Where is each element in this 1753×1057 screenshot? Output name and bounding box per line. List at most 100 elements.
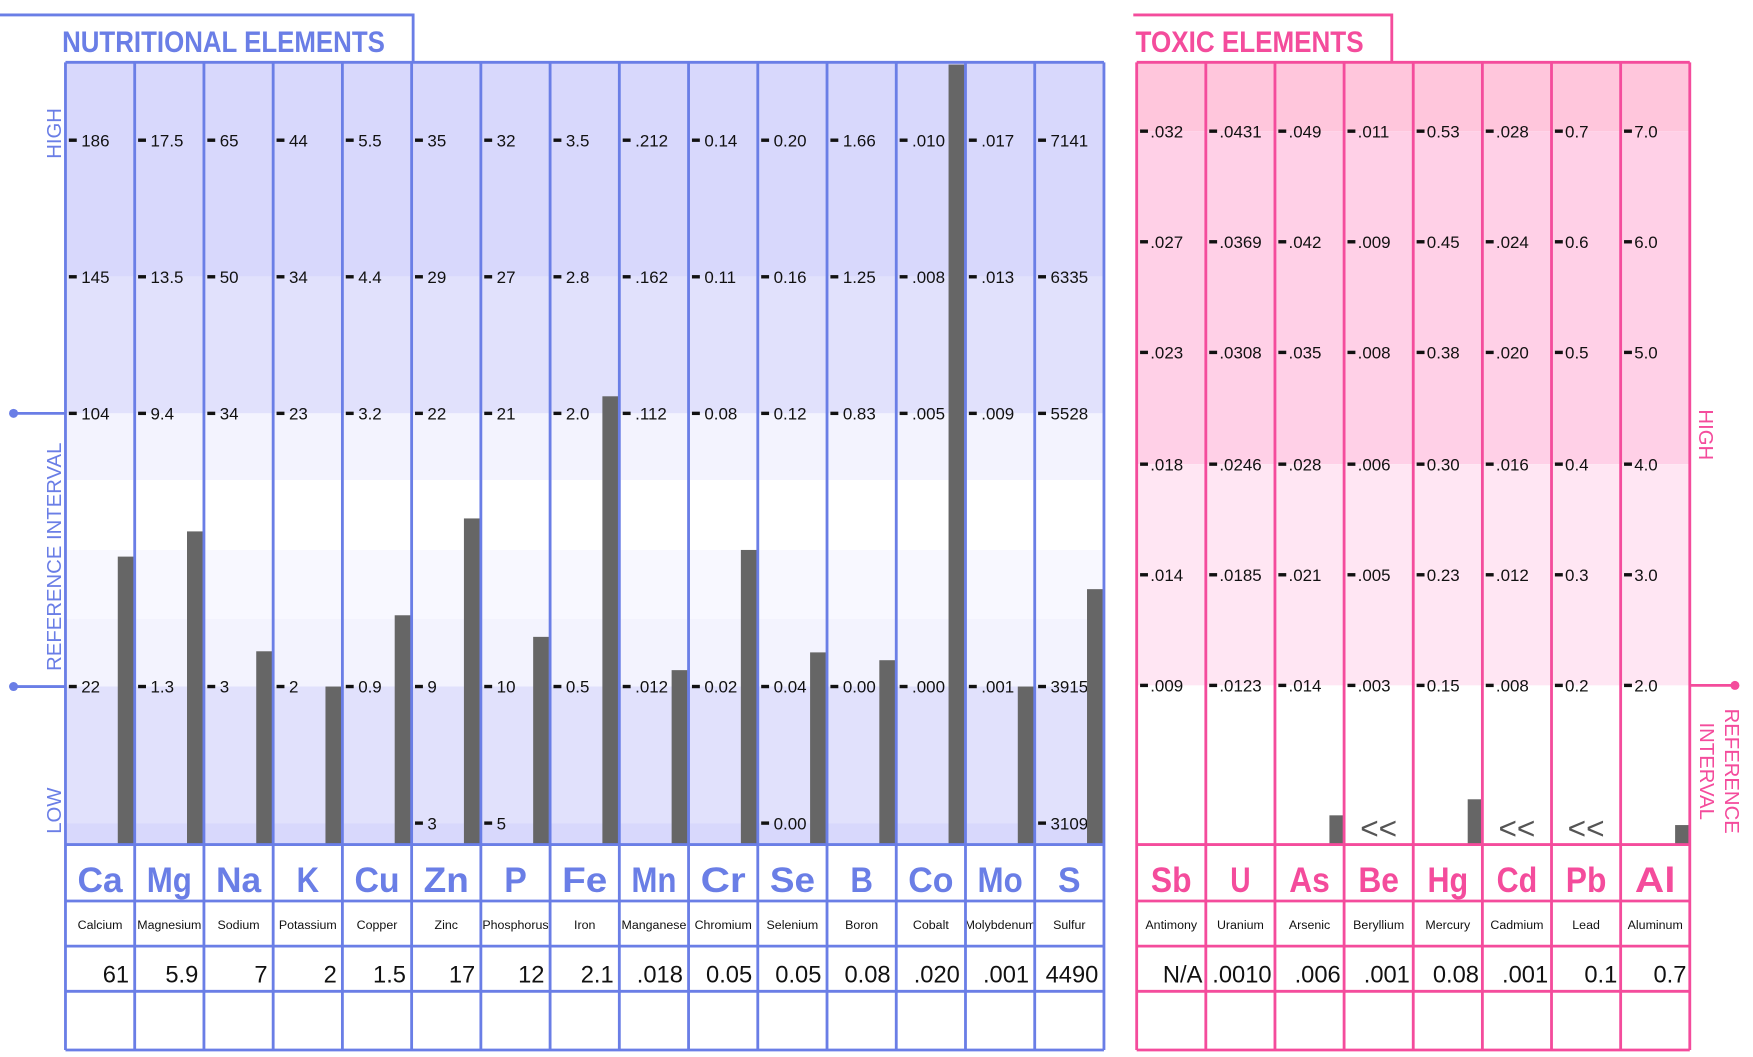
tick-mark (622, 138, 631, 142)
tick-mark (1416, 573, 1425, 577)
element-column-pb: 0.7 0.6 0.5 0.4 0.3 0.2 << Pb Lead 0.1 (1554, 122, 1617, 988)
tick-label: 3.5 (566, 131, 590, 150)
tick-label: 22 (427, 405, 446, 424)
tick-mark (1278, 683, 1287, 688)
tick-label: 2 (289, 678, 298, 697)
tick-mark (830, 411, 839, 416)
element-symbol: U (1230, 861, 1250, 900)
tick-label: .010 (912, 131, 945, 150)
element-column-s: 7141 6335 5528 3915 3109 S Sulfur 4490 (1038, 131, 1103, 988)
tick-mark (1140, 129, 1148, 133)
side-label-reference: REFERENCE INTERVAL (44, 443, 66, 671)
tick-label: 10 (497, 678, 516, 697)
element-result: 2 (324, 962, 337, 988)
element-symbol: S (1058, 861, 1081, 900)
tick-label: .014 (1150, 566, 1183, 585)
tick-mark (553, 138, 562, 142)
reference-dot (1730, 680, 1740, 690)
tick-mark (345, 684, 354, 689)
tick-mark (1485, 240, 1494, 244)
tick-mark (345, 275, 354, 279)
element-symbol: Cd (1497, 861, 1538, 900)
tick-mark (276, 411, 285, 416)
tick-label: .027 (1150, 233, 1183, 252)
element-name: Lead (1572, 918, 1600, 932)
tick-mark (276, 275, 285, 279)
tick-mark (207, 138, 216, 142)
tick-mark (553, 275, 562, 279)
tick-mark (1554, 462, 1563, 466)
tick-mark (484, 684, 493, 689)
band (65, 413, 1104, 480)
element-column-fe: 3.5 2.8 2.0 0.5 Fe Iron 2.1 (553, 131, 619, 988)
tick-mark (761, 138, 770, 142)
tick-mark (68, 411, 77, 416)
tick-mark (1347, 129, 1356, 133)
tick-mark (553, 684, 562, 689)
element-result: .001 (1364, 962, 1410, 988)
tick-mark (1209, 350, 1218, 355)
element-name: Magnesium (137, 918, 201, 932)
element-result: 1.5 (373, 962, 406, 988)
tick-label: 0.5 (566, 678, 590, 697)
tick-label: 13.5 (151, 268, 184, 287)
tick-label: 0.30 (1427, 455, 1460, 474)
below-detection-marker: << (1498, 810, 1535, 846)
tick-label: 0.45 (1427, 233, 1460, 252)
element-symbol: K (296, 861, 319, 900)
element-result: 0.08 (845, 962, 891, 988)
tick-label: .028 (1289, 455, 1322, 474)
tick-mark (1140, 683, 1148, 688)
tick-label: .009 (1150, 677, 1183, 696)
element-column-mo: .017 .013 .009 .001 Mo Molybdenum .001 (965, 131, 1036, 988)
tick-label: 50 (220, 268, 239, 287)
tick-label: .012 (635, 678, 668, 697)
element-symbol: Pb (1566, 861, 1607, 900)
tick-mark (68, 684, 77, 689)
element-symbol: Al (1635, 861, 1676, 900)
element-column-cr: 0.14 0.11 0.08 0.02 Cr Chromium 0.05 (691, 131, 757, 988)
tick-mark (761, 821, 770, 825)
band (65, 62, 1104, 277)
tick-mark (691, 684, 700, 689)
tick-label: 17.5 (151, 131, 184, 150)
tick-mark (1347, 462, 1356, 466)
bar-as (1329, 815, 1343, 845)
panel-title: NUTRITIONAL ELEMENTS (62, 26, 385, 59)
tick-label: .042 (1289, 233, 1322, 252)
element-result: .020 (914, 962, 960, 988)
tick-mark (207, 684, 216, 689)
tick-mark (1485, 683, 1494, 688)
tick-mark (415, 821, 423, 825)
tick-mark (345, 411, 354, 416)
bar-b (879, 660, 896, 845)
tick-mark (1554, 129, 1563, 133)
element-symbol: Ca (78, 861, 124, 900)
tick-mark (1347, 350, 1356, 355)
tick-mark (1624, 350, 1632, 355)
tick-label: .0369 (1219, 233, 1261, 252)
bar-se (810, 652, 826, 845)
tick-mark (1624, 240, 1632, 244)
tick-label: 145 (81, 268, 109, 287)
tick-mark (1140, 350, 1148, 355)
tick-label: 22 (81, 678, 100, 697)
bar-ca (117, 556, 134, 845)
tick-mark (968, 411, 977, 416)
bar-p (533, 636, 549, 845)
element-result: .018 (637, 962, 683, 988)
tick-label: .112 (635, 405, 667, 424)
tick-mark (1416, 462, 1425, 466)
tick-label: 0.5 (1565, 344, 1589, 363)
element-name: Sulfur (1053, 918, 1085, 932)
tick-mark (1624, 573, 1632, 577)
tick-mark (1209, 683, 1218, 688)
tick-mark (1278, 462, 1287, 466)
band (65, 686, 1104, 824)
tick-label: 0.00 (843, 678, 876, 697)
bar-mn (671, 670, 688, 845)
element-name: Calcium (78, 918, 123, 932)
element-name: Potassium (279, 918, 337, 932)
tick-label: .0246 (1219, 455, 1261, 474)
tick-label: .011 (1358, 122, 1390, 141)
